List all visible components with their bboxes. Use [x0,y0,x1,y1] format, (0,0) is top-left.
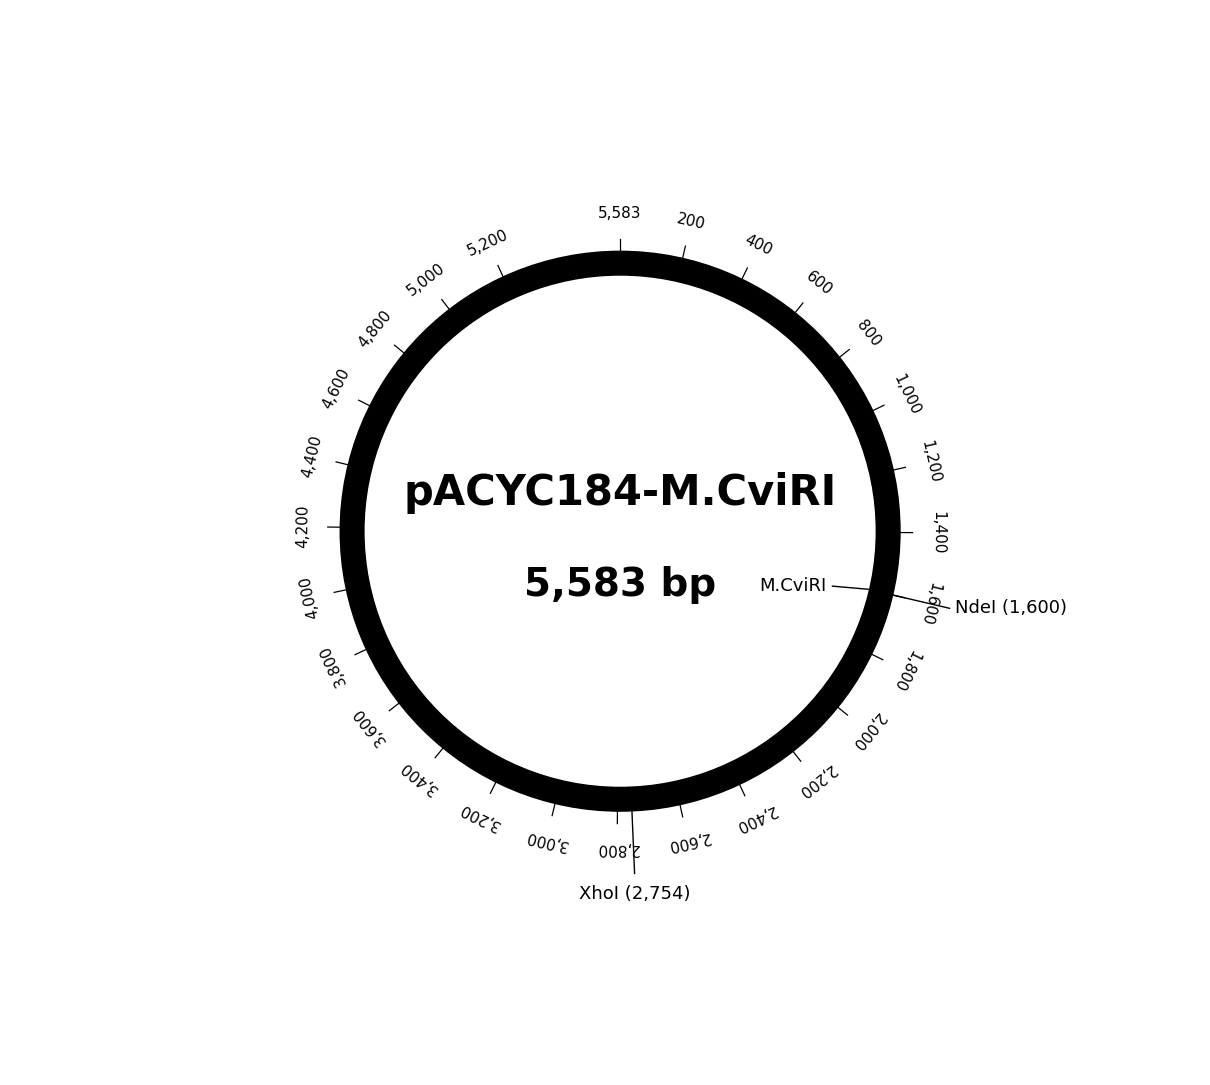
Text: 3,200: 3,200 [456,800,502,832]
Text: 1,800: 1,800 [889,648,922,693]
Text: 5,200: 5,200 [465,227,511,258]
Text: M.CviRI: M.CviRI [759,577,826,596]
Text: 800: 800 [854,318,883,350]
Text: 3,600: 3,600 [350,704,388,748]
Text: 4,000: 4,000 [298,575,322,621]
Text: 1,000: 1,000 [891,372,923,418]
Text: 5,583: 5,583 [599,206,641,221]
Text: 2,600: 2,600 [666,829,710,853]
Text: 5,583 bp: 5,583 bp [524,566,716,604]
Circle shape [365,277,875,786]
Text: 2,200: 2,200 [795,762,837,801]
Text: 2,800: 2,800 [595,841,639,856]
Text: 2,400: 2,400 [733,802,778,834]
Text: 4,400: 4,400 [299,433,324,478]
Text: 3,400: 3,400 [398,757,440,796]
Text: 3,800: 3,800 [316,642,348,688]
Text: 4,600: 4,600 [319,366,353,412]
Text: NdeI (1,600): NdeI (1,600) [955,599,1067,617]
Text: 2,000: 2,000 [847,710,887,752]
Text: 600: 600 [802,268,835,298]
Text: 4,200: 4,200 [295,505,311,548]
Text: pACYC184-M.CviRI: pACYC184-M.CviRI [403,472,837,513]
Text: 400: 400 [742,232,774,258]
Text: 1,600: 1,600 [917,580,941,626]
Text: 4,800: 4,800 [356,308,394,350]
Circle shape [340,252,900,812]
Text: 200: 200 [675,212,707,232]
Text: 3,000: 3,000 [524,828,569,853]
Text: XhoI (2,754): XhoI (2,754) [578,885,691,903]
Text: 1,400: 1,400 [930,511,945,554]
Text: 5,000: 5,000 [404,260,448,298]
Text: 1,200: 1,200 [918,439,941,485]
